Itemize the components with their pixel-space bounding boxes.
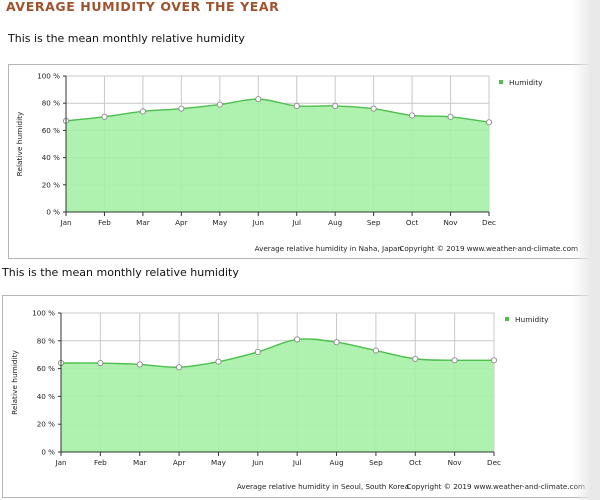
copyright-text: Copyright © 2019 www.weather-and-climate…	[399, 244, 578, 253]
legend-label: Humidity	[509, 78, 543, 87]
x-tick-label: Dec	[482, 218, 496, 227]
data-point	[332, 102, 339, 109]
x-tick-label: Aug	[328, 218, 342, 227]
chart-caption: Average relative humidity in Seoul, Sout…	[237, 482, 409, 491]
y-tick-label: 100 %	[32, 309, 55, 318]
x-tick-label: Feb	[94, 458, 107, 467]
data-point	[216, 101, 223, 108]
x-tick-label: Oct	[406, 218, 419, 227]
x-tick-label: Jul	[291, 218, 301, 227]
x-tick-label: Nov	[444, 218, 459, 227]
y-tick-label: 80 %	[37, 336, 55, 345]
y-tick-label: 100 %	[37, 72, 60, 81]
x-tick-label: Jul	[292, 458, 302, 467]
x-tick-label: Jun	[251, 458, 263, 467]
data-point	[255, 96, 262, 103]
data-point	[372, 347, 379, 354]
y-axis-label: Relative humidity	[15, 111, 24, 176]
data-point	[254, 348, 261, 355]
x-tick-label: May	[212, 218, 228, 227]
page-scroll-edge	[572, 0, 600, 500]
x-tick-label: Jan	[54, 458, 66, 467]
legend-swatch	[499, 80, 503, 84]
data-point	[97, 359, 104, 367]
y-axis-label: Relative humidity	[10, 349, 19, 414]
x-tick-label: Apr	[175, 218, 187, 227]
y-tick-label: 20 %	[37, 420, 55, 429]
data-point	[451, 357, 458, 364]
data-point	[447, 113, 454, 120]
y-tick-label: 60 %	[42, 126, 60, 135]
x-tick-label: Jan	[59, 218, 71, 227]
x-tick-label: Sep	[369, 458, 383, 467]
data-point	[215, 358, 222, 365]
humidity-area	[66, 99, 489, 212]
chart-naha: 0 % 20 % 40 % 60 % 80 % 100 % Jan Feb Mar Apr May J…	[15, 72, 578, 254]
y-tick-label: 80 %	[42, 99, 60, 108]
data-point	[412, 355, 419, 362]
y-tick-label: 60 %	[37, 364, 55, 373]
x-tick-label: May	[211, 458, 227, 467]
data-point	[490, 357, 498, 364]
data-point	[294, 336, 301, 343]
y-tick-label: 0 %	[46, 208, 60, 217]
data-point	[333, 339, 340, 346]
x-tick-label: Mar	[136, 218, 150, 227]
data-point	[176, 364, 183, 371]
x-tick-label: Feb	[98, 218, 111, 227]
y-tick-label: 0 %	[41, 448, 55, 457]
chart-subtitle-seoul: This is the mean monthly relative humidi…	[2, 266, 239, 279]
x-tick-label: Apr	[173, 458, 185, 467]
x-tick-label: Aug	[330, 458, 344, 467]
chart-caption: Average relative humidity in Naha, Japan	[255, 244, 402, 253]
y-tick-label: 40 %	[42, 153, 60, 162]
x-tick-label: Jun	[252, 218, 264, 227]
copyright-text: Copyright © 2019 www.weather-and-climate…	[406, 482, 585, 491]
data-point	[178, 105, 185, 112]
data-point	[101, 113, 108, 120]
data-point	[409, 112, 416, 119]
humidity-line	[65, 98, 490, 123]
x-tick-label: Nov	[448, 458, 463, 467]
y-tick-label: 40 %	[37, 392, 55, 401]
x-tick-label: Oct	[409, 458, 422, 467]
x-tick-label: Dec	[487, 458, 501, 467]
humidity-area	[61, 338, 494, 452]
data-point	[293, 102, 300, 109]
data-point	[139, 108, 146, 115]
chart-seoul: 0 % 20 % 40 % 60 % 80 % 100 % Jan Feb Mar Apr May J…	[10, 309, 585, 492]
humidity-line	[60, 338, 495, 368]
legend-label: Humidity	[515, 315, 549, 324]
x-tick-label: Mar	[133, 458, 147, 467]
y-tick-label: 20 %	[42, 180, 60, 189]
chart-subtitle-naha: This is the mean monthly relative humidi…	[8, 32, 245, 45]
page-title: AVERAGE HUMIDITY OVER THE YEAR	[6, 0, 280, 14]
data-point	[370, 105, 377, 112]
data-point	[136, 361, 143, 368]
x-tick-label: Sep	[367, 218, 381, 227]
data-point	[485, 119, 493, 126]
legend-swatch	[505, 317, 509, 321]
